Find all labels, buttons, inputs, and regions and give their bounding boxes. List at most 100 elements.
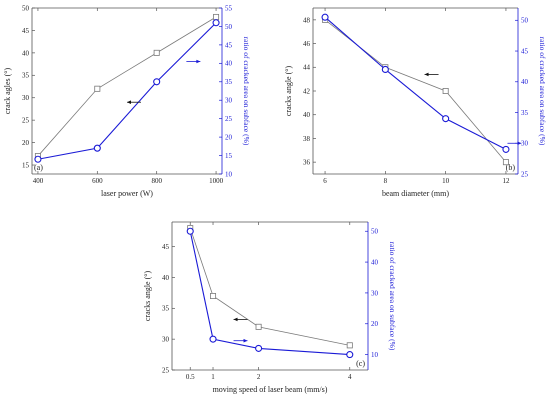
y2-tick-label: 35 <box>521 109 529 117</box>
y-axis-title: cracks angle (°) <box>284 66 293 117</box>
y-tick-label: 46 <box>303 40 311 48</box>
data-point-circle <box>442 115 450 123</box>
arrow-head <box>243 338 248 343</box>
y2-tick-label: 10 <box>371 351 379 359</box>
left-arrow-icon <box>127 100 141 105</box>
chart-panel-c: 0.5 1 2 4 25 30 35 40 45 10 20 30 40 50 moving speed o… <box>143 221 397 394</box>
panel-label: (c) <box>356 359 365 368</box>
right-arrow-icon <box>233 338 248 343</box>
y-axis-title: crack agles (°) <box>3 68 12 115</box>
x-tick-label: 2 <box>257 373 261 381</box>
data-point-circle <box>321 13 329 21</box>
chart-panel-b: 6 8 10 12 36 38 40 42 44 46 48 25 30 35 40 45 50 beam dia… <box>284 7 547 198</box>
y2-tick-label: 30 <box>225 97 233 105</box>
y-tick-label: 36 <box>303 159 311 167</box>
data-point-circle <box>346 351 354 359</box>
y2-tick-label: 40 <box>521 78 529 86</box>
data-point-circle <box>153 78 161 86</box>
arrow-head <box>424 72 429 77</box>
data-point-square <box>94 85 101 92</box>
y2-tick-label: 25 <box>521 170 529 178</box>
x-tick-label: 400 <box>33 177 44 185</box>
x-axis-title: laser power (W) <box>101 189 153 198</box>
y-tick-label: 42 <box>303 87 311 95</box>
y2-tick-label: 30 <box>371 289 379 297</box>
y2-tick-label: 35 <box>225 78 233 86</box>
data-point-circle <box>186 227 194 235</box>
x-tick-label: 4 <box>348 373 352 381</box>
y2-tick-label: 40 <box>225 60 233 68</box>
x-tick-label: 8 <box>384 177 388 185</box>
y2-tick-label: 45 <box>521 47 529 55</box>
y2-tick-label: 40 <box>371 258 379 266</box>
data-point-circle <box>502 145 510 153</box>
y2-tick-label: 10 <box>225 170 233 178</box>
y2-tick-label: 20 <box>225 134 233 142</box>
y2-axis-title: ratio of cracked area on subface (%) <box>538 37 547 146</box>
y-tick-label: 44 <box>303 64 311 72</box>
x-axis-title: beam diameter (mm) <box>382 189 449 198</box>
arrow-head <box>196 59 201 64</box>
data-point-square <box>346 342 353 349</box>
right-arrow-icon <box>507 141 522 146</box>
y-tick-label: 15 <box>22 161 30 169</box>
y-tick-label: 48 <box>303 16 311 24</box>
y-axis-title: cracks angle (°) <box>143 271 152 322</box>
data-point-square <box>210 292 217 299</box>
data-point-square <box>153 49 160 56</box>
y-tick-label: 45 <box>22 27 30 35</box>
right-arrow-icon <box>186 59 201 64</box>
arrow-head <box>127 100 131 105</box>
y2-tick-label: 15 <box>225 152 233 160</box>
data-point-circle <box>209 335 217 343</box>
y2-tick-label: 50 <box>225 23 233 31</box>
left-series-line <box>189 228 350 346</box>
y2-axis-title: ratio of cracked area on subface (%) <box>388 242 397 351</box>
right-series-line <box>37 22 217 160</box>
x-tick-label: 12 <box>502 177 510 185</box>
x-tick-label: 800 <box>151 177 162 185</box>
x-tick-label: 10 <box>442 177 450 185</box>
y-tick-label: 40 <box>22 49 30 57</box>
y-tick-label: 45 <box>162 243 170 251</box>
x-tick-label: 6 <box>323 177 327 185</box>
data-point-square <box>442 88 449 95</box>
x-tick-label: 1000 <box>209 177 224 185</box>
x-tick-label: 1 <box>211 373 215 381</box>
y-tick-label: 40 <box>162 274 170 282</box>
data-point-circle <box>212 19 220 27</box>
data-point-circle <box>255 344 263 352</box>
y2-tick-label: 20 <box>371 320 379 328</box>
y2-tick-label: 50 <box>371 228 379 236</box>
data-point-square <box>255 323 262 330</box>
data-point-circle <box>93 144 101 152</box>
arrow-head <box>233 317 238 322</box>
x-axis-title: moving speed of laser beam (mm/s) <box>213 385 328 394</box>
left-series-line <box>37 16 217 157</box>
data-point-square <box>502 159 509 166</box>
arrow-head <box>517 141 522 146</box>
chart-panel-a: 400 600 800 1000 15 20 25 30 35 40 45 50 10 15 20 25 30 3… <box>3 4 251 198</box>
y-tick-label: 30 <box>162 336 170 344</box>
y2-tick-label: 25 <box>225 115 233 123</box>
data-point-circle <box>34 155 42 163</box>
y2-tick-label: 45 <box>225 41 233 49</box>
y2-axis-title: ratio of cracked area on subface (%) <box>242 37 251 146</box>
y2-tick-label: 30 <box>521 140 529 148</box>
left-arrow-icon <box>233 317 248 322</box>
y-tick-label: 38 <box>303 135 311 143</box>
panel-label: (a) <box>34 163 43 172</box>
x-tick-label: 0.5 <box>186 373 195 381</box>
panel-label: (b) <box>506 163 516 172</box>
y-tick-label: 35 <box>162 305 170 313</box>
y2-tick-label: 55 <box>225 4 233 12</box>
right-series-line <box>324 16 507 150</box>
left-arrow-icon <box>424 72 439 77</box>
data-point-square <box>213 13 220 20</box>
right-series-line <box>189 231 350 356</box>
y2-tick-label: 50 <box>521 17 529 25</box>
y-tick-label: 35 <box>22 72 30 80</box>
y-tick-label: 25 <box>22 117 30 125</box>
y-tick-label: 25 <box>162 366 170 374</box>
